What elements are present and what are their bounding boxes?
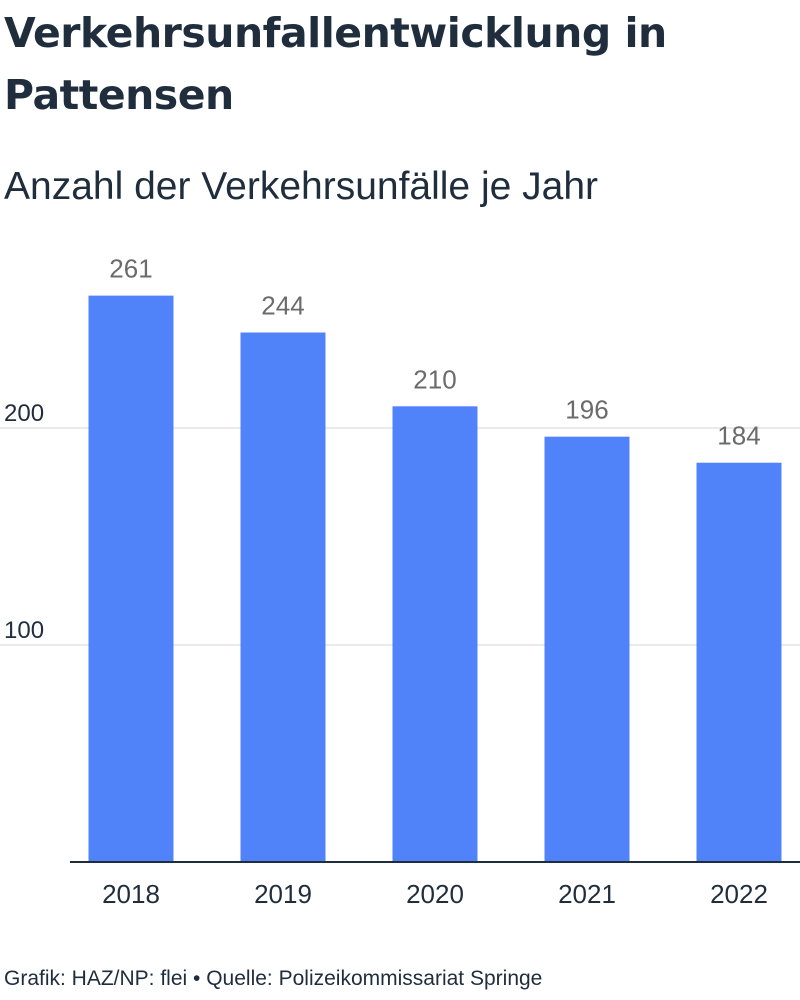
y-axis-ticks: 100 200 <box>4 400 44 644</box>
x-tick-label-2020: 2020 <box>406 879 464 909</box>
y-tick-label: 200 <box>4 400 44 427</box>
chart-subtitle: Anzahl der Verkehrsunfälle je Jahr <box>4 165 599 208</box>
source-credit: Grafik: HAZ/NP: flei • Quelle: Polizeiko… <box>4 967 543 990</box>
value-label-2018: 261 <box>109 254 152 284</box>
chart-title: Verkehrsunfallentwicklung in Pattensen <box>4 9 667 119</box>
x-tick-label-2022: 2022 <box>710 879 768 909</box>
bar-2018 <box>88 295 174 862</box>
value-label-2019: 244 <box>261 291 304 321</box>
bars <box>88 295 782 862</box>
x-tick-label-2018: 2018 <box>102 879 160 909</box>
bar-2021 <box>544 436 630 862</box>
x-tick-label-2019: 2019 <box>254 879 312 909</box>
value-label-2020: 210 <box>413 364 456 394</box>
value-label-2021: 196 <box>565 395 608 425</box>
bar-2020 <box>392 406 478 862</box>
y-tick-label: 100 <box>4 617 44 644</box>
bar-2022 <box>696 462 782 862</box>
x-axis-ticks: 2018 2019 2020 2021 2022 <box>102 879 768 909</box>
x-tick-label-2021: 2021 <box>558 879 616 909</box>
value-label-2022: 184 <box>717 421 760 451</box>
value-labels: 261 244 210 196 184 <box>109 254 760 451</box>
bar-2019 <box>240 332 326 862</box>
